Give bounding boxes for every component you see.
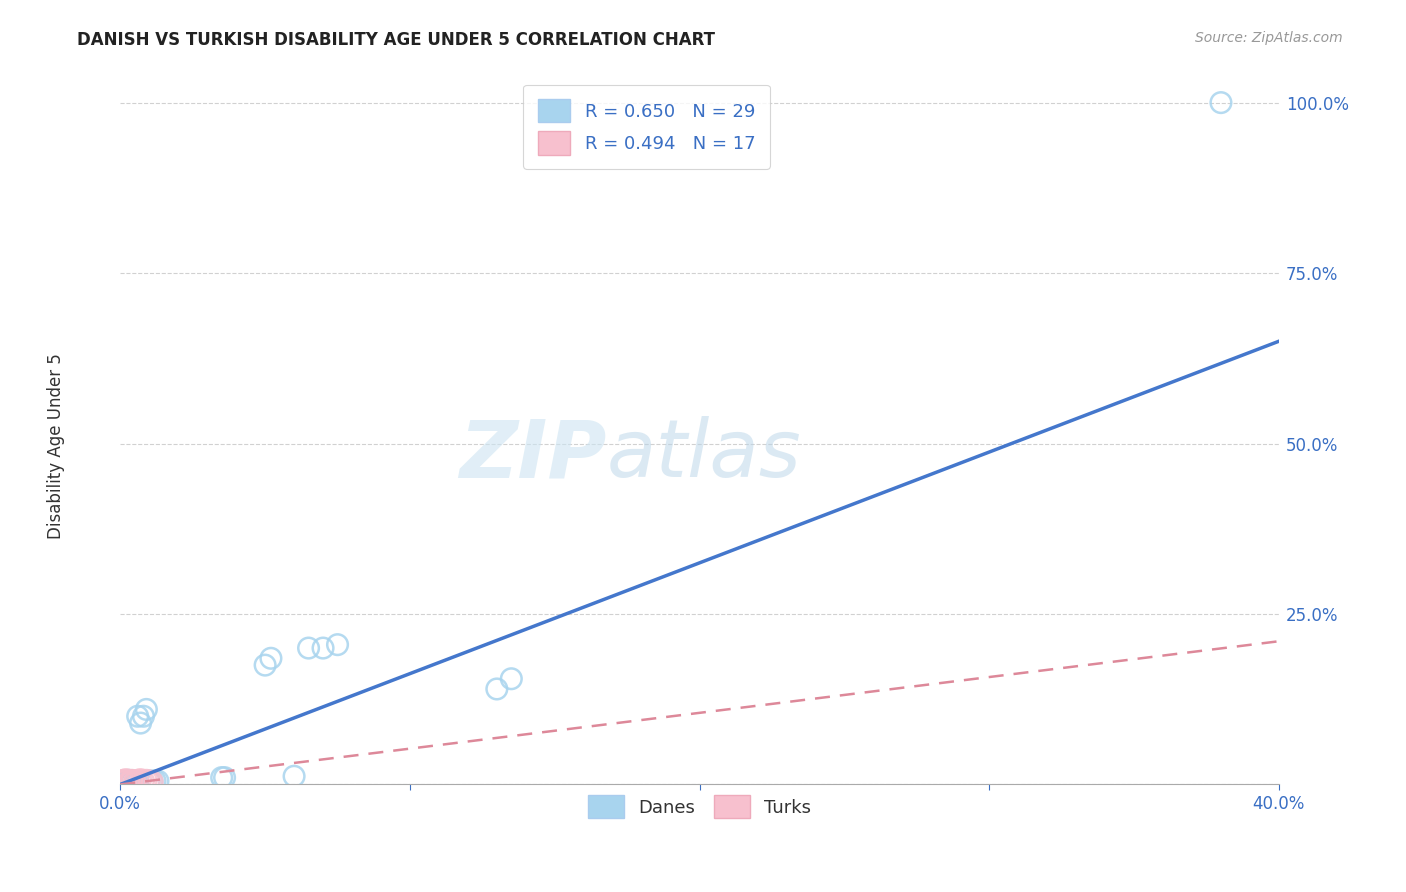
Point	[124, 774, 146, 789]
Point	[214, 771, 236, 785]
Text: DANISH VS TURKISH DISABILITY AGE UNDER 5 CORRELATION CHART: DANISH VS TURKISH DISABILITY AGE UNDER 5…	[77, 31, 716, 49]
Point	[124, 776, 146, 790]
Point	[124, 774, 146, 789]
Point	[127, 775, 149, 789]
Point	[146, 774, 169, 789]
Point	[312, 641, 335, 656]
Point	[112, 774, 135, 789]
Point	[115, 774, 138, 789]
Point	[211, 771, 233, 785]
Point	[118, 775, 141, 789]
Point	[135, 702, 157, 716]
Point	[129, 772, 152, 787]
Point	[260, 651, 283, 665]
Point	[501, 672, 523, 686]
Point	[127, 773, 149, 788]
Point	[115, 774, 138, 789]
Point	[121, 774, 143, 789]
Point	[326, 638, 349, 652]
Text: atlas: atlas	[607, 416, 801, 494]
Point	[127, 709, 149, 723]
Point	[118, 773, 141, 788]
Point	[124, 775, 146, 789]
Point	[283, 769, 305, 783]
Point	[115, 775, 138, 789]
Point	[141, 774, 163, 789]
Point	[1209, 95, 1232, 110]
Text: Source: ZipAtlas.com: Source: ZipAtlas.com	[1195, 31, 1343, 45]
Legend: Danes, Turks: Danes, Turks	[581, 788, 818, 825]
Point	[297, 641, 319, 656]
Point	[132, 774, 155, 789]
Point	[121, 774, 143, 789]
Point	[118, 774, 141, 789]
Point	[112, 773, 135, 788]
Point	[254, 658, 277, 673]
Text: Disability Age Under 5: Disability Age Under 5	[48, 353, 65, 539]
Point	[115, 772, 138, 787]
Point	[118, 774, 141, 789]
Text: ZIP: ZIP	[460, 416, 607, 494]
Point	[112, 774, 135, 789]
Point	[132, 709, 155, 723]
Point	[138, 774, 160, 789]
Point	[121, 774, 143, 789]
Point	[141, 774, 163, 789]
Point	[121, 773, 143, 788]
Point	[112, 774, 135, 789]
Point	[135, 773, 157, 788]
Point	[143, 774, 166, 789]
Point	[138, 774, 160, 789]
Point	[485, 681, 508, 696]
Point	[129, 716, 152, 731]
